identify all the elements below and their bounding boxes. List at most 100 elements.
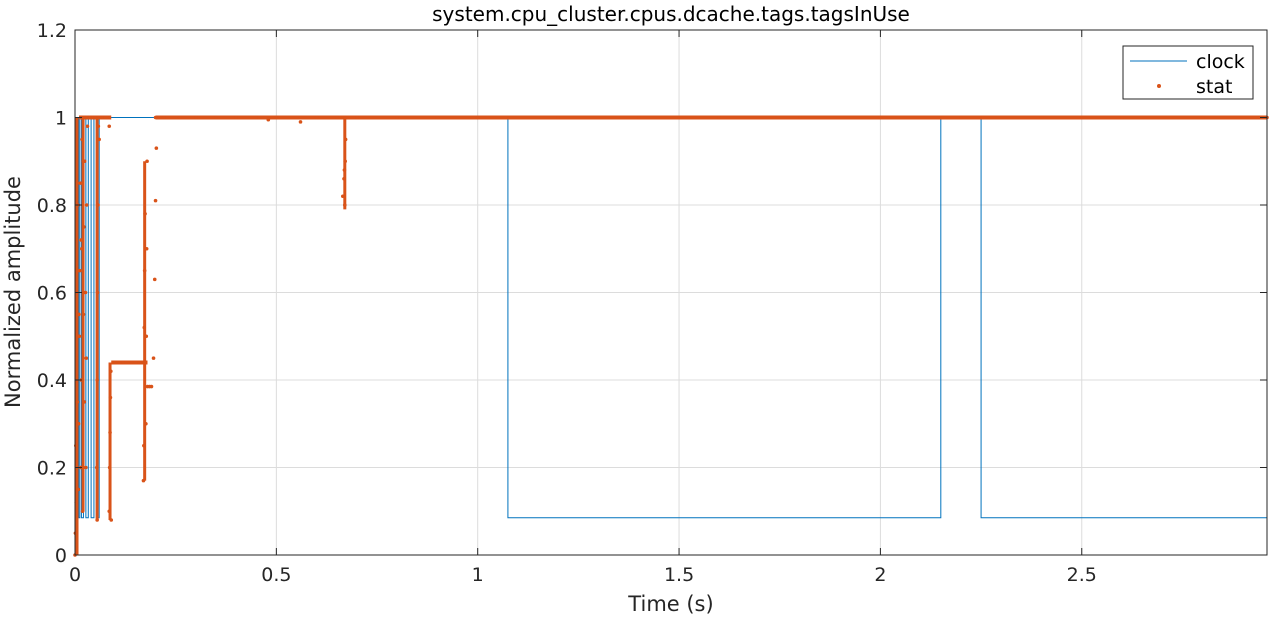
stat-marker: [77, 312, 81, 317]
stat-marker: [142, 268, 147, 273]
stat-marker: [153, 198, 158, 203]
stat-marker: [76, 487, 81, 492]
stat-marker: [94, 465, 99, 470]
stat-marker: [142, 325, 147, 330]
stat-marker: [95, 378, 99, 382]
stat-marker: [141, 478, 146, 483]
x-tick-label: 1: [472, 564, 484, 586]
stat-marker: [75, 400, 80, 404]
stat-marker: [108, 430, 112, 435]
stat-marker: [334, 115, 339, 120]
legend-stat-marker: [1157, 84, 1161, 88]
stat-marker: [143, 211, 147, 216]
stat-marker: [161, 115, 166, 120]
stat-marker: [81, 312, 86, 317]
legend: clock stat: [1122, 45, 1254, 100]
stat-marker: [342, 176, 346, 181]
stat-marker: [109, 369, 113, 374]
x-tick-label: 2.5: [1067, 564, 1097, 586]
x-tick-label: 1.5: [664, 564, 694, 586]
series-layer: [73, 115, 1269, 557]
legend-box: [1122, 45, 1254, 100]
stat-marker: [95, 518, 99, 522]
stat-marker: [475, 115, 480, 120]
x-tick-label: 0.5: [261, 564, 291, 586]
stat-marker: [177, 115, 182, 120]
stat-marker: [341, 194, 345, 199]
stat-marker: [77, 334, 82, 339]
stat-marker: [82, 159, 87, 164]
stat-marker: [109, 518, 114, 522]
stat-marker: [145, 159, 149, 164]
legend-clock-label: clock: [1196, 51, 1245, 73]
y-tick-label: 0.2: [37, 458, 67, 480]
stat-marker: [78, 181, 83, 185]
stat-marker: [80, 246, 84, 251]
stat-marker: [85, 124, 90, 129]
y-tick-label: 0.8: [37, 195, 67, 217]
x-axis-label: Time (s): [627, 592, 713, 616]
stat-marker: [144, 246, 149, 251]
stat-marker: [214, 115, 218, 120]
chart-title: system.cpu_cluster.cpus.dcache.tags.tags…: [432, 2, 910, 26]
stat-marker: [254, 115, 259, 120]
stat-marker: [1200, 115, 1205, 120]
stat-marker: [107, 465, 112, 470]
y-tick-label: 1.2: [37, 20, 67, 42]
stat-marker: [314, 115, 319, 120]
stat-marker: [435, 115, 440, 120]
stat-marker: [108, 395, 113, 400]
stat-marker: [144, 334, 149, 339]
stat-marker: [95, 290, 100, 295]
stat-marker: [274, 115, 279, 120]
stat-marker: [798, 115, 802, 120]
stat-marker: [97, 137, 101, 142]
stat-marker: [84, 356, 89, 360]
stat-marker: [636, 115, 641, 120]
stat-marker: [79, 238, 83, 242]
stat-marker: [143, 360, 148, 365]
stat-marker: [96, 203, 100, 207]
stat-marker: [142, 443, 146, 448]
stat-marker: [107, 124, 112, 129]
stat-marker: [294, 115, 299, 120]
stat-marker: [83, 290, 88, 295]
x-tick-label: 2: [874, 564, 886, 586]
y-tick-label: 0.6: [37, 283, 67, 305]
stat-marker: [107, 509, 112, 514]
stat-marker: [121, 360, 126, 365]
stat-marker: [152, 277, 157, 282]
stat-marker: [113, 360, 118, 365]
stat-marker: [96, 124, 101, 129]
stat-marker: [959, 115, 963, 120]
stat-marker: [153, 115, 158, 120]
series-stat-markers: [73, 115, 1269, 557]
stat-marker: [343, 203, 347, 207]
stat-marker: [144, 421, 148, 426]
stat-marker: [80, 137, 85, 142]
stat-marker: [343, 159, 348, 164]
stat-marker: [1120, 115, 1124, 120]
stat-marker: [154, 146, 159, 150]
stat-marker: [717, 115, 722, 120]
stat-marker: [84, 465, 88, 470]
stat-marker: [355, 115, 359, 120]
stat-marker: [395, 115, 399, 120]
y-tick-label: 1: [55, 108, 67, 130]
stat-marker: [878, 115, 883, 120]
stat-marker: [194, 115, 198, 120]
stat-marker: [129, 360, 134, 365]
stat-marker: [84, 203, 89, 207]
stat-marker: [343, 137, 348, 142]
axis-ticks: 0 0.5 1 1.5 2 2.5 0 0.2 0.4 0.6 0.8 1 1.2: [37, 20, 1267, 586]
stat-marker: [342, 168, 347, 172]
stat-marker: [151, 356, 156, 360]
stat-marker: [80, 509, 85, 514]
stat-marker: [78, 268, 82, 273]
stat-marker: [93, 115, 97, 120]
stat-marker: [1039, 115, 1044, 120]
stat-marker: [266, 117, 271, 122]
legend-stat-label: stat: [1196, 76, 1232, 98]
